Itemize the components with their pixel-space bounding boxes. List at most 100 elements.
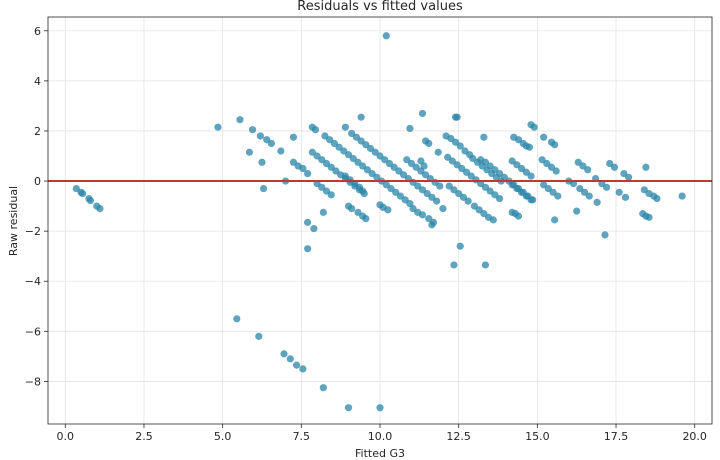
data-point — [420, 162, 428, 170]
data-point — [481, 261, 490, 269]
y-axis-label: Raw residual — [7, 186, 20, 256]
x-tick-label: 0.0 — [57, 430, 75, 443]
data-point — [311, 126, 320, 134]
data-point — [362, 215, 370, 223]
data-point — [593, 198, 601, 206]
data-point — [418, 211, 427, 219]
grid — [48, 17, 712, 424]
data-point — [86, 196, 95, 205]
data-point — [236, 116, 244, 124]
data-point — [625, 173, 633, 181]
data-point — [464, 197, 472, 205]
data-point — [289, 133, 298, 141]
x-tick-label: 5.0 — [214, 430, 232, 443]
data-point — [267, 139, 276, 148]
data-point — [376, 404, 384, 412]
x-tick-label: 12.5 — [446, 430, 471, 443]
data-point — [293, 361, 301, 369]
data-points — [72, 32, 686, 412]
data-point — [552, 167, 560, 175]
data-point — [214, 123, 222, 131]
data-point — [602, 183, 611, 191]
data-point — [653, 194, 661, 203]
data-point — [495, 194, 504, 203]
y-tick-label: 2 — [34, 125, 41, 138]
data-point — [245, 148, 254, 156]
data-point — [551, 216, 559, 224]
x-tick-label: 2.5 — [135, 430, 153, 443]
data-point — [554, 192, 562, 200]
x-tick-label: 17.5 — [604, 430, 629, 443]
data-point — [645, 213, 653, 221]
x-tick-label: 7.5 — [293, 430, 311, 443]
y-tick-label: −2 — [25, 225, 41, 238]
x-axis-ticks: 0.0 2.5 5.0 7.5 10.0 12.5 15.0 17.5 20.0 — [57, 424, 707, 443]
data-point — [480, 133, 488, 141]
y-tick-label: −6 — [25, 325, 41, 338]
data-point — [319, 208, 327, 216]
data-point — [573, 207, 581, 215]
data-point — [610, 163, 619, 171]
data-point — [615, 188, 623, 196]
data-point — [357, 113, 365, 121]
data-point — [601, 231, 609, 239]
data-point — [439, 205, 447, 213]
data-point — [310, 225, 318, 233]
data-point — [436, 182, 444, 190]
data-point — [382, 32, 390, 40]
data-point — [233, 315, 241, 323]
data-point — [514, 212, 523, 220]
data-point — [327, 191, 335, 199]
data-point — [304, 218, 312, 226]
data-point — [304, 169, 312, 178]
chart-title: Residuals vs fitted values — [297, 0, 463, 14]
data-point — [525, 143, 534, 151]
data-point — [425, 139, 433, 148]
data-point — [678, 192, 686, 200]
data-point — [530, 123, 538, 131]
x-tick-label: 20.0 — [682, 430, 707, 443]
data-point — [527, 196, 535, 204]
data-point — [304, 245, 312, 253]
data-point — [319, 384, 327, 392]
data-point — [299, 365, 307, 373]
data-point — [585, 192, 593, 200]
data-point — [280, 350, 288, 358]
data-point — [286, 355, 294, 363]
y-tick-label: 0 — [34, 175, 41, 188]
data-point — [584, 166, 592, 174]
data-point — [621, 193, 630, 201]
data-point — [418, 109, 427, 118]
x-axis-label: Fitted G3 — [355, 447, 405, 460]
data-point — [344, 404, 353, 412]
data-point — [259, 184, 268, 193]
data-point — [79, 189, 87, 198]
data-point — [277, 147, 285, 155]
data-point — [341, 123, 349, 131]
data-point — [450, 261, 458, 269]
data-point — [433, 197, 441, 205]
y-tick-label: −8 — [25, 375, 41, 388]
data-point — [489, 216, 497, 224]
y-tick-label: −4 — [25, 275, 41, 288]
data-point — [406, 124, 414, 133]
data-point — [248, 126, 257, 134]
data-point — [255, 332, 263, 340]
data-point — [434, 148, 442, 156]
data-point — [429, 218, 438, 226]
x-tick-label: 10.0 — [368, 430, 393, 443]
data-point — [456, 242, 464, 250]
data-point — [519, 139, 527, 148]
data-point — [642, 163, 650, 171]
y-tick-label: 6 — [34, 25, 41, 38]
y-tick-label: 4 — [34, 75, 41, 88]
data-point — [456, 142, 464, 150]
data-point — [384, 206, 392, 214]
data-point — [453, 113, 461, 121]
data-point — [256, 132, 265, 140]
y-axis-ticks: −8 −6 −4 −2 0 2 4 6 — [25, 25, 48, 388]
data-point — [348, 205, 356, 213]
data-point — [551, 141, 559, 149]
data-point — [299, 164, 307, 173]
